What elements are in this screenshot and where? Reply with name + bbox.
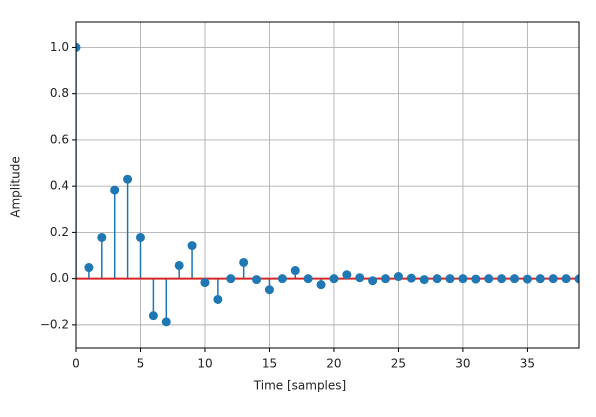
stem-marker (432, 274, 442, 284)
stem-marker (574, 274, 579, 284)
stem-marker (355, 273, 365, 283)
stem-marker (445, 274, 455, 284)
y-tick-label: 0.6 (50, 132, 69, 146)
stem-marker (110, 185, 120, 195)
stem-marker (239, 257, 249, 267)
stem-marker (458, 274, 468, 284)
y-axis-label: Amplitude (9, 156, 23, 218)
x-tick-label: 0 (72, 357, 80, 371)
y-tick-label: 1.0 (50, 40, 69, 54)
stem-marker (174, 260, 184, 270)
x-tick-label: 5 (137, 357, 145, 371)
stem-marker (97, 232, 107, 242)
y-tick-label: 0.0 (50, 271, 69, 285)
stem-marker (213, 294, 223, 304)
stem-marker (226, 274, 236, 284)
stem-marker (123, 174, 133, 184)
stem-marker (148, 311, 158, 321)
y-tick-label: 0.4 (50, 179, 69, 193)
stem-marker (316, 280, 326, 290)
stem-marker (290, 266, 300, 276)
y-tick-label: 0.8 (50, 86, 69, 100)
x-tick-label: 35 (520, 357, 535, 371)
y-tick-label: 0.2 (50, 225, 69, 239)
stem-marker (342, 270, 352, 280)
stem-marker (161, 317, 171, 327)
stem-marker (393, 272, 403, 282)
stem-marker (252, 275, 262, 285)
stem-marker (76, 42, 81, 52)
stem-marker (497, 274, 507, 284)
stem-marker (329, 274, 339, 284)
stem-marker (84, 263, 94, 273)
x-tick-label: 25 (391, 357, 406, 371)
stem-marker (561, 274, 571, 284)
stem-marker (419, 275, 429, 285)
stem-marker (187, 241, 197, 251)
axes-frame (75, 21, 580, 349)
stem-marker (471, 274, 481, 284)
x-tick-label: 30 (455, 357, 470, 371)
x-axis-label: Time [samples] (253, 379, 346, 393)
stem-marker (303, 274, 313, 284)
stem-marker (484, 274, 494, 284)
stem-marker (522, 274, 532, 284)
plot-area (76, 42, 579, 327)
stem-marker (135, 232, 145, 242)
stem-marker (406, 273, 416, 283)
stem-marker (548, 274, 558, 284)
stem-marker (535, 274, 545, 284)
x-tick-label: 15 (262, 357, 277, 371)
stem-marker (264, 285, 274, 295)
y-tick-label: −0.2 (40, 317, 69, 331)
stem-marker (368, 276, 378, 286)
stem-marker (277, 274, 287, 284)
x-tick-label: 10 (197, 357, 212, 371)
x-tick-label: 20 (326, 357, 341, 371)
stem-marker (510, 274, 520, 284)
stem-marker (200, 278, 210, 288)
stem-marker (381, 274, 391, 284)
